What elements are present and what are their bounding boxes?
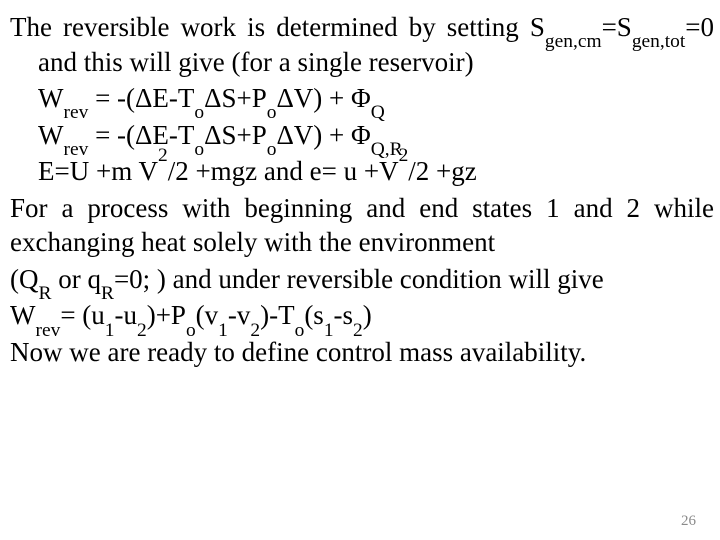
- subscript: 2: [250, 320, 260, 341]
- text: -u: [115, 300, 138, 330]
- subscript: rev: [63, 139, 88, 160]
- text: ΔV) + Φ: [276, 120, 370, 150]
- subscript: o: [267, 139, 277, 160]
- text: /2 +mgz and e= u +V: [168, 156, 399, 186]
- subscript: 1: [218, 320, 228, 341]
- text: For a process with beginning and end sta…: [10, 193, 714, 258]
- subscript: rev: [63, 102, 88, 123]
- text: = -(ΔE-T: [88, 120, 194, 150]
- text: (s: [304, 300, 324, 330]
- equation-wrev-2: Wrev = -(ΔE-ToΔS+PoΔV) + ΦQ,R: [10, 118, 714, 153]
- subscript: R: [101, 283, 114, 304]
- text: ΔV) + Φ: [276, 83, 370, 113]
- paragraph-condition: (QR or qR=0; ) and under reversible cond…: [10, 262, 714, 297]
- text: Now we are ready to define control mass …: [10, 337, 586, 367]
- text: The reversible work is determined by set…: [10, 12, 545, 42]
- text: /2 +gz: [408, 156, 476, 186]
- subscript: Q,R: [371, 139, 403, 160]
- subscript: rev: [35, 320, 60, 341]
- text: ΔS+P: [204, 120, 267, 150]
- text: )-T: [260, 300, 294, 330]
- subscript: 2: [353, 320, 363, 341]
- text: -v: [228, 300, 251, 330]
- text: ): [363, 300, 372, 330]
- text: or q: [51, 264, 101, 294]
- equation-wrev-final: Wrev= (u1-u2)+Po(v1-v2)-To(s1-s2): [10, 298, 714, 333]
- text: =0; ) and under reversible condition wil…: [114, 264, 604, 294]
- subscript: gen,tot: [632, 31, 685, 52]
- subscript: o: [267, 102, 277, 123]
- text: ΔS+P: [204, 83, 267, 113]
- text: W: [38, 120, 63, 150]
- text: = (u: [60, 300, 104, 330]
- text: W: [38, 83, 63, 113]
- text: -s: [334, 300, 354, 330]
- subscript: 2: [137, 320, 147, 341]
- paragraph-intro: The reversible work is determined by set…: [10, 10, 714, 79]
- subscript: 1: [105, 320, 115, 341]
- text: (v: [196, 300, 219, 330]
- text: = -(ΔE-T: [88, 83, 194, 113]
- subscript: o: [194, 102, 204, 123]
- subscript: R: [39, 283, 52, 304]
- paragraph-process: For a process with beginning and end sta…: [10, 191, 714, 260]
- superscript: 2: [399, 145, 409, 166]
- page-number: 26: [681, 513, 696, 530]
- text: W: [10, 300, 35, 330]
- subscript: Q: [371, 102, 385, 123]
- equation-energy: E=U +m V2/2 +mgz and e= u +V2/2 +gz: [10, 154, 714, 189]
- subscript: gen,cm: [545, 31, 602, 52]
- text: E=U +m V: [38, 156, 158, 186]
- equation-wrev-1: Wrev = -(ΔE-ToΔS+PoΔV) + ΦQ: [10, 81, 714, 116]
- slide: The reversible work is determined by set…: [0, 0, 720, 540]
- text: (Q: [10, 264, 39, 294]
- subscript: o: [186, 320, 196, 341]
- subscript: o: [194, 139, 204, 160]
- subscript: o: [295, 320, 305, 341]
- text: )+P: [147, 300, 186, 330]
- superscript: 2: [158, 145, 168, 166]
- text: =S: [602, 12, 632, 42]
- subscript: 1: [324, 320, 334, 341]
